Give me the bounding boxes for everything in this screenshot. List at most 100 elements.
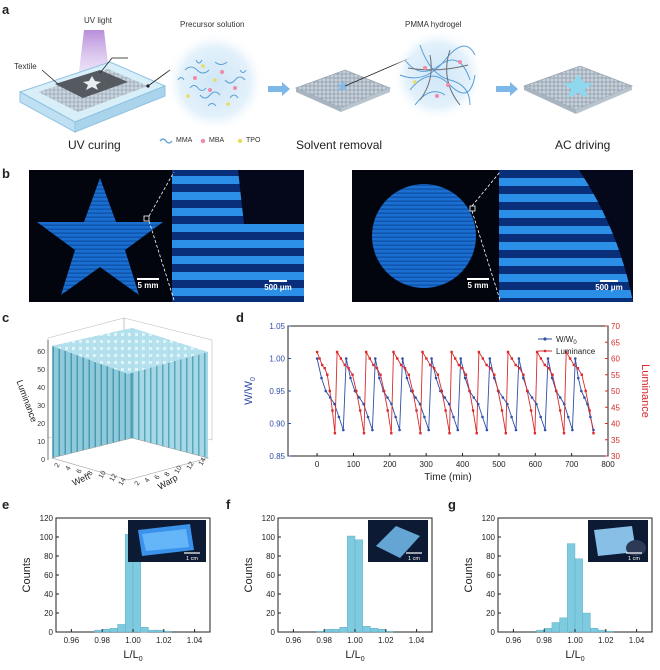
hist-y-tick-label: 100 [40, 533, 54, 542]
d-point-lum [323, 367, 326, 370]
svg-text:60: 60 [37, 349, 45, 356]
d-point-w [463, 376, 467, 380]
hist-bar [148, 629, 157, 633]
d-point-lum [425, 357, 428, 360]
hist-x-tick-label: 0.96 [64, 636, 80, 645]
pmma-particles [413, 60, 462, 98]
d-point-lum [326, 373, 329, 376]
d-point-lum [506, 350, 510, 354]
svg-text:6: 6 [76, 468, 84, 475]
inset-glowing-textile [376, 526, 420, 558]
hist-x-tick-label: 0.96 [286, 636, 302, 645]
d-point-w [571, 428, 574, 432]
d-point-w [378, 376, 381, 380]
scalebar-circle-text: 5 mm [467, 281, 489, 290]
scalebar-star: 5 mm [129, 278, 167, 290]
hist-bar [339, 627, 348, 633]
textile-label: Textile [14, 62, 37, 71]
hist-y-tick-label: 60 [266, 571, 275, 580]
d-point-lum [411, 389, 414, 393]
d-point-lum [518, 367, 521, 370]
inset-glowing-textile [594, 526, 636, 556]
arrow-1 [268, 82, 290, 96]
d-point-lum [403, 367, 407, 370]
hist-bar [385, 630, 394, 633]
panel-letter-e: e [2, 497, 10, 512]
d-point-lum [588, 409, 591, 412]
hist-bar [163, 630, 172, 633]
d-x-tick-label: 600 [529, 460, 543, 469]
d-point-lum [421, 350, 424, 354]
d-point-lum [436, 373, 440, 376]
d-point-w [481, 415, 484, 419]
hist-y-tick-label: 100 [262, 533, 276, 542]
panel-e-histogram: 0.96 0.98 1.00 1.02 1.04 0 20 40 60 80 100 120 L/L0 C… [21, 514, 211, 663]
d-legend-lum-marker [543, 349, 547, 353]
d-point-w [423, 415, 426, 419]
hist-bar [543, 627, 553, 633]
d-point-w [366, 415, 370, 419]
d-point-lum [339, 357, 343, 360]
scalebar-star-zoom-text: 500 μm [264, 283, 292, 292]
d-point-w [362, 402, 365, 406]
d-point-w [328, 396, 332, 399]
d-point-lum [372, 363, 375, 367]
d-point-lum [555, 389, 558, 393]
d-point-w [401, 357, 404, 360]
d-point-lum [457, 363, 460, 367]
d-point-lum [475, 432, 478, 435]
d-point-lum [365, 350, 368, 354]
d-point-w [514, 428, 518, 432]
d-point-lum [568, 357, 572, 360]
mma-legend-icon [159, 138, 173, 144]
d-point-lum [362, 432, 366, 435]
step-ac-driving: AC driving [555, 138, 611, 152]
d-point-w [567, 415, 570, 419]
svg-text:2: 2 [54, 462, 62, 469]
d-y2-tick-label: 45 [611, 403, 620, 412]
panel-letter-a: a [2, 2, 10, 17]
hist-y-tick-label: 20 [266, 609, 275, 618]
d-point-lum [514, 363, 517, 367]
d-point-w [492, 376, 496, 380]
c-warp-label: Warp [156, 472, 179, 491]
d-point-lum [407, 373, 410, 376]
inset-glowing-textile-core [142, 529, 189, 551]
d-point-lum [392, 350, 395, 354]
d-point-w [517, 357, 521, 360]
panel-letter-g: g [448, 497, 456, 512]
d-point-lum [331, 409, 334, 412]
hist-x-tick-label: 0.98 [316, 636, 332, 645]
d-y2-tick-label: 65 [611, 338, 620, 347]
d-point-w [577, 376, 580, 380]
d-point-lum [355, 389, 358, 393]
d-point-w [447, 402, 451, 406]
d-point-w [583, 396, 586, 399]
hist-x-tick-label: 1.00 [567, 636, 583, 645]
d-point-w [589, 415, 592, 419]
hist-y-tick-label: 0 [271, 628, 276, 637]
hist-bar [559, 617, 568, 633]
hist-x-tick-label: 1.02 [598, 636, 614, 645]
d-x-tick-label: 200 [383, 460, 397, 469]
precursor-glow [165, 32, 265, 132]
d-point-w [530, 396, 534, 399]
d-point-lum [335, 350, 339, 354]
d-point-lum [390, 432, 393, 435]
d-point-lum [351, 373, 354, 376]
tpo-legend-icon [237, 138, 243, 144]
hist-y-tick-label: 120 [262, 514, 276, 523]
d-point-lum [440, 389, 443, 393]
d-y2-tick-label: 60 [611, 355, 620, 364]
d-x-tick-label: 100 [347, 460, 361, 469]
scalebar-star-zoom: 500 μm [256, 280, 300, 292]
d-point-lum [432, 367, 436, 370]
glowing-star-shape [37, 178, 163, 295]
svg-text:8: 8 [87, 470, 95, 477]
svg-text:12: 12 [109, 473, 119, 483]
hist-bar [323, 628, 333, 633]
d-series-w-line [316, 358, 594, 431]
d-point-lum [343, 363, 346, 367]
hist-y-tick-label: 120 [482, 514, 496, 523]
d-point-lum [572, 363, 576, 367]
